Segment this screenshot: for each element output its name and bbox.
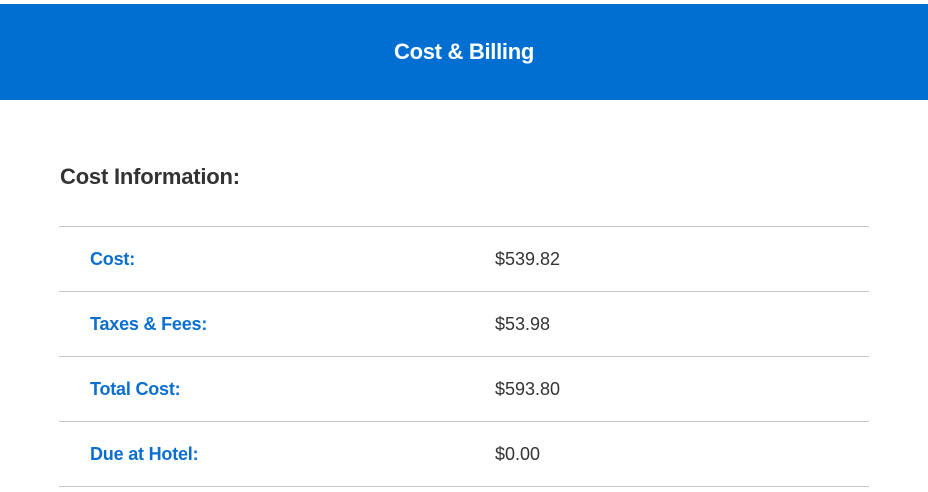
row-value: $539.82 [495, 249, 561, 269]
row-value: $53.98 [495, 314, 551, 334]
cost-table: Cost: $539.82 Taxes & Fees: $53.98 Total… [59, 226, 869, 487]
section-title: Cost Information: [60, 164, 240, 189]
page-title: Cost & Billing [393, 39, 534, 64]
row-label: Due at Hotel: [90, 444, 199, 464]
table-row-cost: Cost: $539.82 [59, 227, 869, 292]
table-row-taxes-fees: Taxes & Fees: $53.98 [59, 292, 869, 357]
row-label: Taxes & Fees: [90, 314, 208, 334]
row-label: Total Cost: [90, 379, 181, 399]
table-row-total-cost: Total Cost: $593.80 [59, 357, 869, 422]
row-value: $0.00 [495, 444, 541, 464]
row-value: $593.80 [495, 379, 561, 399]
page-header: Cost & Billing [0, 4, 928, 100]
row-label: Cost: [90, 249, 135, 269]
table-row-due-at-hotel: Due at Hotel: $0.00 [59, 422, 869, 487]
